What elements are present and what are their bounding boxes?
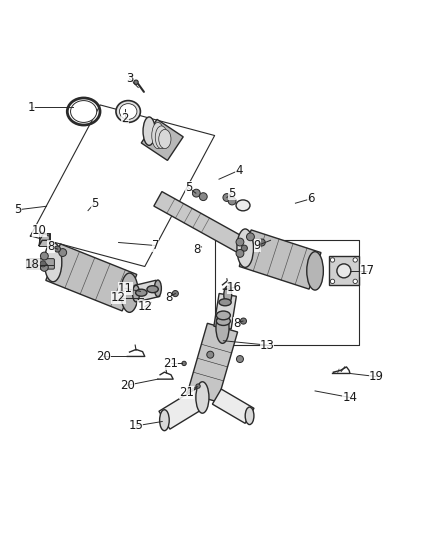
Polygon shape xyxy=(154,191,248,254)
Ellipse shape xyxy=(71,101,97,123)
Ellipse shape xyxy=(224,286,232,304)
Ellipse shape xyxy=(207,351,214,358)
Ellipse shape xyxy=(237,356,244,362)
Text: 5: 5 xyxy=(185,181,192,195)
Polygon shape xyxy=(46,244,137,311)
Polygon shape xyxy=(141,119,183,160)
Text: 3: 3 xyxy=(126,72,133,85)
Ellipse shape xyxy=(216,317,230,326)
Circle shape xyxy=(223,193,231,201)
Polygon shape xyxy=(159,389,207,429)
Text: 6: 6 xyxy=(307,192,314,205)
Text: 15: 15 xyxy=(129,419,144,432)
Ellipse shape xyxy=(219,299,231,306)
Text: 5: 5 xyxy=(91,197,98,209)
Text: 19: 19 xyxy=(369,370,384,383)
Text: 13: 13 xyxy=(260,338,275,352)
Ellipse shape xyxy=(182,361,186,366)
Text: 16: 16 xyxy=(227,281,242,294)
Text: 1: 1 xyxy=(28,101,35,114)
Circle shape xyxy=(330,258,335,262)
Ellipse shape xyxy=(154,280,161,297)
FancyBboxPatch shape xyxy=(329,256,359,285)
Text: 4: 4 xyxy=(235,164,242,177)
Circle shape xyxy=(59,248,67,256)
Text: 8: 8 xyxy=(194,243,201,255)
Ellipse shape xyxy=(196,382,209,413)
Circle shape xyxy=(236,249,244,257)
Text: 20: 20 xyxy=(120,379,135,392)
Circle shape xyxy=(40,263,48,271)
Ellipse shape xyxy=(237,229,254,268)
Ellipse shape xyxy=(136,289,147,296)
Ellipse shape xyxy=(307,252,323,290)
Circle shape xyxy=(192,189,200,197)
Ellipse shape xyxy=(121,273,138,312)
Circle shape xyxy=(353,279,357,284)
Ellipse shape xyxy=(134,80,138,84)
Ellipse shape xyxy=(147,286,158,293)
Ellipse shape xyxy=(196,384,200,389)
Circle shape xyxy=(31,261,37,267)
Text: 5: 5 xyxy=(228,187,236,200)
Ellipse shape xyxy=(152,123,164,149)
Text: 14: 14 xyxy=(343,391,357,404)
Text: 8: 8 xyxy=(233,317,240,330)
Text: 12: 12 xyxy=(137,300,152,313)
Ellipse shape xyxy=(133,285,140,302)
FancyBboxPatch shape xyxy=(26,259,54,269)
Text: 9: 9 xyxy=(254,239,261,252)
Text: 21: 21 xyxy=(179,386,194,399)
Ellipse shape xyxy=(236,200,250,211)
Circle shape xyxy=(236,238,244,246)
Text: 7: 7 xyxy=(152,239,159,252)
Ellipse shape xyxy=(54,246,60,252)
Ellipse shape xyxy=(155,126,167,149)
Polygon shape xyxy=(187,324,237,402)
Ellipse shape xyxy=(159,410,169,431)
Text: 20: 20 xyxy=(96,350,111,362)
Text: 2: 2 xyxy=(121,111,129,125)
Text: 8: 8 xyxy=(47,240,55,253)
Text: 10: 10 xyxy=(32,224,46,237)
Ellipse shape xyxy=(245,407,254,425)
Ellipse shape xyxy=(258,239,265,246)
Polygon shape xyxy=(214,294,237,329)
Ellipse shape xyxy=(120,103,137,119)
Circle shape xyxy=(40,252,48,260)
Circle shape xyxy=(330,279,335,284)
Circle shape xyxy=(199,193,207,200)
Ellipse shape xyxy=(216,311,230,320)
Circle shape xyxy=(40,261,46,267)
Ellipse shape xyxy=(241,245,247,251)
Text: 8: 8 xyxy=(165,290,173,304)
Ellipse shape xyxy=(216,312,229,343)
Ellipse shape xyxy=(116,101,141,123)
Text: 5: 5 xyxy=(14,203,22,216)
Ellipse shape xyxy=(159,130,171,149)
Text: 18: 18 xyxy=(25,259,39,271)
Ellipse shape xyxy=(240,318,247,324)
Polygon shape xyxy=(212,389,254,423)
Circle shape xyxy=(228,197,236,205)
Text: 11: 11 xyxy=(118,282,133,295)
Bar xyxy=(39,233,49,246)
Ellipse shape xyxy=(172,290,178,297)
Ellipse shape xyxy=(337,264,351,278)
Ellipse shape xyxy=(44,243,62,282)
Circle shape xyxy=(353,258,357,262)
Text: 17: 17 xyxy=(360,264,375,277)
Ellipse shape xyxy=(143,117,155,146)
Polygon shape xyxy=(134,280,160,302)
Circle shape xyxy=(247,233,254,241)
Text: 21: 21 xyxy=(163,357,178,370)
Text: 12: 12 xyxy=(111,292,126,304)
Polygon shape xyxy=(239,230,321,289)
